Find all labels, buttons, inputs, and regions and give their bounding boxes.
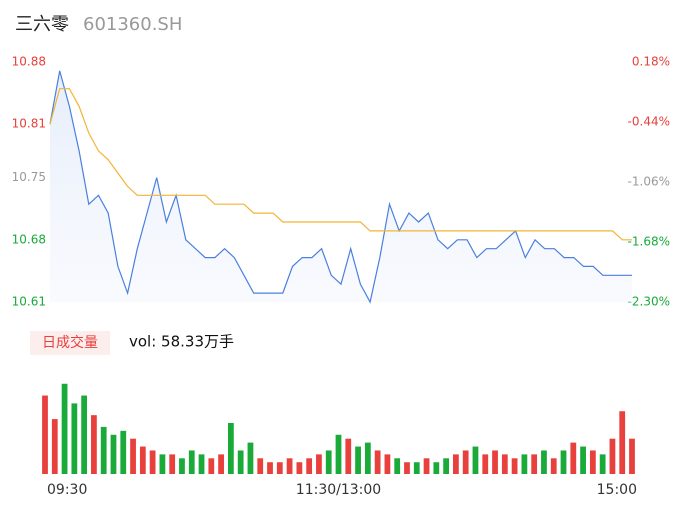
volume-bar	[218, 454, 224, 474]
volume-bar	[120, 430, 127, 474]
volume-bar	[198, 454, 205, 474]
volume-bar	[413, 462, 420, 474]
volume-bar	[169, 454, 176, 474]
volume-bar	[541, 450, 547, 474]
volume-bar	[443, 458, 450, 474]
volume-bar	[247, 442, 254, 474]
volume-bar	[237, 450, 244, 474]
volume-bar	[51, 419, 58, 474]
volume-bar	[286, 458, 293, 474]
y2-tick-label: -1.06%	[628, 175, 670, 189]
volume-bar	[511, 458, 518, 474]
y2-tick-label: -1.68%	[628, 235, 670, 249]
volume-bar	[482, 454, 489, 474]
volume-bar	[345, 438, 352, 474]
legend-tag	[30, 331, 110, 355]
volume-bar	[423, 458, 430, 474]
x-tick-label: 09:30	[47, 482, 87, 498]
volume-bar	[149, 450, 156, 474]
volume-bar	[71, 403, 78, 474]
y-tick-label: 10.81	[12, 117, 46, 131]
volume-bar	[42, 395, 48, 474]
volume-bar	[208, 458, 215, 474]
y2-tick-label: -0.44%	[628, 115, 670, 129]
average-line	[49, 88, 632, 241]
price-area	[50, 70, 632, 303]
volume-bar	[521, 454, 528, 474]
volume-bar	[100, 426, 107, 474]
volume-bar	[179, 458, 185, 474]
x-tick-label: 11:30/13:00	[296, 482, 381, 498]
volume-bar	[472, 446, 479, 474]
volume-bar	[560, 450, 567, 474]
stock-code: 601360.SH	[83, 14, 182, 35]
volume-bar	[188, 450, 195, 474]
volume-bar	[394, 458, 401, 474]
volume-total: vol: 58.33万手	[129, 333, 234, 351]
y-tick-label: 10.61	[12, 295, 46, 309]
volume-bar	[276, 462, 283, 474]
volume-bar	[81, 395, 88, 474]
volume-bar	[355, 446, 361, 474]
volume-bar	[599, 454, 606, 474]
volume-bar	[364, 442, 371, 474]
y2-tick-label: 0.18%	[632, 55, 670, 69]
legend-label: 日成交量	[42, 334, 98, 351]
volume-bar	[335, 434, 342, 474]
volume-bar	[267, 462, 273, 474]
volume-bar	[580, 446, 586, 474]
volume-bar	[306, 458, 313, 474]
volume-bar	[570, 442, 577, 474]
volume-bar	[433, 462, 440, 474]
volume-bar	[462, 450, 469, 474]
x-tick-label: 15:00	[597, 482, 637, 498]
y-tick-label: 10.68	[12, 232, 46, 246]
volume-bar	[384, 454, 391, 474]
volume-bar	[139, 446, 146, 474]
y2-tick-label: -2.30%	[628, 295, 670, 309]
volume-bar	[325, 450, 332, 474]
volume-bar	[296, 462, 303, 474]
volume-bar	[609, 438, 616, 474]
price-line	[49, 70, 632, 304]
volume-bar	[531, 454, 538, 474]
volume-bar	[374, 450, 381, 474]
volume-bar	[91, 415, 97, 474]
volume-bar	[227, 423, 234, 474]
volume-bar	[589, 450, 596, 474]
volume-bar	[404, 462, 410, 474]
volume-bar	[501, 454, 508, 474]
volume-bar	[257, 458, 264, 474]
volume-bar	[159, 454, 166, 474]
volume-bar	[453, 454, 459, 474]
volume-bar	[316, 454, 322, 474]
volume-bar	[110, 434, 117, 474]
y-tick-label: 10.88	[12, 55, 46, 69]
volume-bar	[619, 411, 626, 474]
volume-bar	[550, 458, 557, 474]
volume-bar	[130, 438, 136, 474]
stock-name: 三六零	[15, 14, 69, 35]
volume-bar	[492, 450, 498, 474]
volume-bar	[61, 383, 68, 474]
volume-bar	[629, 438, 635, 474]
y-tick-label: 10.75	[12, 170, 46, 184]
